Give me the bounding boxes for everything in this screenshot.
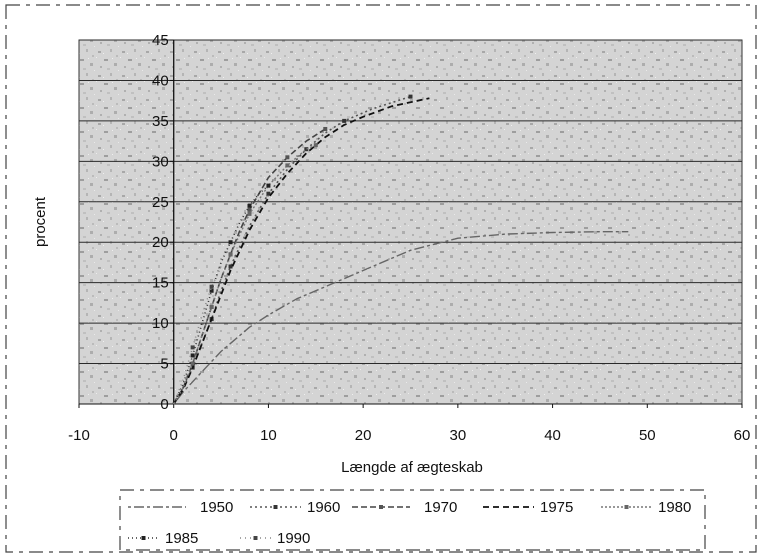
y-tick-labels: 0 5 10 15 20 25 30 35 40 45 bbox=[152, 32, 174, 413]
legend-label-1990: 1990 bbox=[277, 530, 310, 547]
x-tick-label: 0 bbox=[170, 427, 178, 444]
y-axis-label: procent bbox=[32, 196, 49, 247]
x-tick-label: 40 bbox=[544, 427, 561, 444]
x-tick-label: 60 bbox=[734, 427, 751, 444]
point-1960 bbox=[304, 147, 309, 152]
point-1980 bbox=[313, 143, 318, 148]
point-1960 bbox=[408, 94, 413, 99]
point-1970 bbox=[285, 155, 290, 160]
legend-label-1985: 1985 bbox=[165, 530, 198, 547]
legend-label-1960: 1960 bbox=[307, 499, 340, 516]
point-1980 bbox=[228, 252, 233, 257]
point-1970 bbox=[323, 126, 328, 131]
y-tick-label: 45 bbox=[152, 32, 169, 49]
series-line-1950 bbox=[173, 230, 629, 405]
x-tick-label: 30 bbox=[450, 427, 467, 444]
y-tick-label: 10 bbox=[152, 315, 169, 332]
chart-outer-frame bbox=[5, 4, 757, 553]
point-1985 bbox=[247, 203, 252, 208]
y-tick-label: 40 bbox=[152, 72, 169, 89]
x-tick-labels: -10 0 10 20 30 40 50 60 bbox=[68, 404, 750, 444]
point-1985 bbox=[190, 353, 195, 358]
point-1990 bbox=[190, 345, 195, 350]
legend-label-1970: 1970 bbox=[424, 499, 457, 516]
x-tick-label: 20 bbox=[355, 427, 372, 444]
point-1980 bbox=[190, 361, 195, 366]
point-1960 bbox=[266, 191, 271, 196]
point-1985 bbox=[228, 240, 233, 245]
y-tick-label: 0 bbox=[160, 396, 168, 413]
y-tick-label: 15 bbox=[152, 275, 169, 292]
gridlines bbox=[79, 39, 742, 365]
plot-area bbox=[78, 39, 743, 405]
x-tick-label: 50 bbox=[639, 427, 656, 444]
axes bbox=[79, 40, 742, 405]
legend-marker-1970 bbox=[379, 505, 383, 509]
x-tick-label: -10 bbox=[68, 427, 90, 444]
legend-label-1980: 1980 bbox=[658, 499, 691, 516]
point-1960 bbox=[342, 118, 347, 123]
legend: 1950 1960 1970 1975 1980 1985 1990 bbox=[119, 489, 706, 551]
legend-items: 1950 1960 1970 1975 1980 1985 1990 bbox=[128, 499, 691, 547]
legend-marker-1960 bbox=[273, 505, 278, 509]
point-1990 bbox=[209, 284, 214, 289]
y-tick-label: 25 bbox=[152, 194, 169, 211]
y-tick-label: 35 bbox=[152, 113, 169, 130]
legend-marker-1985 bbox=[141, 536, 146, 540]
point-1985 bbox=[209, 288, 214, 293]
x-tick-label: 10 bbox=[260, 427, 277, 444]
legend-marker-1980 bbox=[624, 505, 629, 509]
y-tick-label: 30 bbox=[152, 153, 169, 170]
series-lines bbox=[172, 94, 629, 405]
point-1980 bbox=[247, 211, 252, 216]
point-1970 bbox=[247, 207, 252, 212]
y-tick-label: 5 bbox=[160, 356, 168, 373]
x-axis-label: Længde af ægteskab bbox=[341, 459, 483, 476]
point-1985 bbox=[266, 183, 271, 188]
legend-box bbox=[119, 489, 706, 551]
point-1980 bbox=[285, 163, 290, 168]
point-1960 bbox=[228, 264, 233, 269]
point-1980 bbox=[209, 304, 214, 309]
legend-label-1950: 1950 bbox=[200, 499, 233, 516]
y-tick-label: 20 bbox=[152, 234, 169, 251]
legend-label-1975: 1975 bbox=[540, 499, 573, 516]
legend-marker-1990 bbox=[253, 536, 258, 540]
series-line-1975 bbox=[172, 97, 430, 405]
